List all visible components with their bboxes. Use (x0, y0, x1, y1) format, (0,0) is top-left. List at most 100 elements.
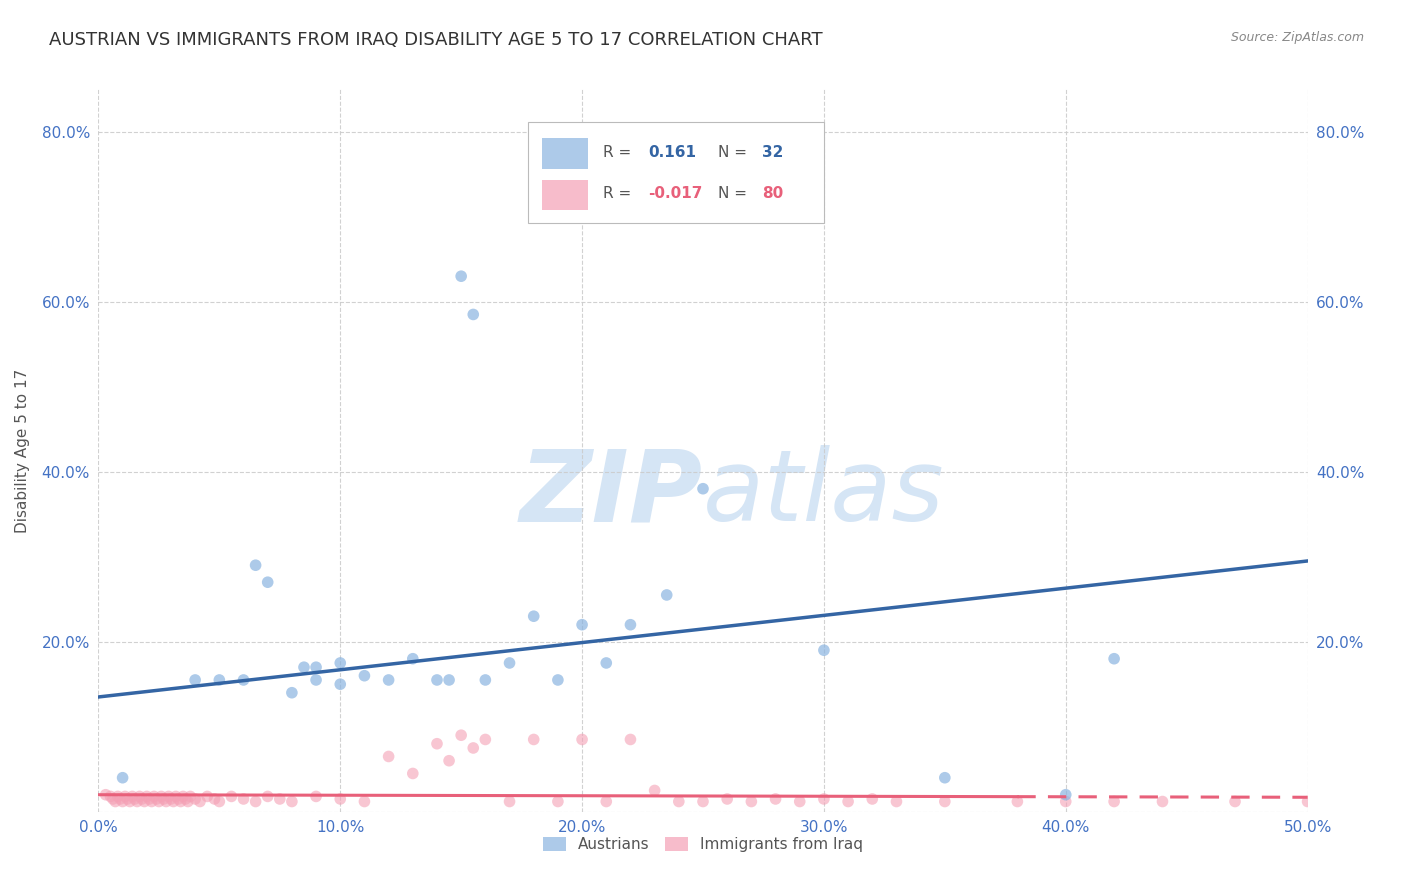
Bar (543, 138, 588, 169)
Point (498, 656, 520, 670)
Point (232, 673, 254, 687)
Point (131, 792, 153, 806)
Point (150, 789, 173, 804)
Point (813, 643, 835, 657)
Point (860, 792, 883, 806)
Point (256, 575, 278, 590)
Point (121, 789, 143, 804)
Point (789, 795, 811, 809)
Point (377, 673, 399, 687)
Text: 32: 32 (762, 145, 783, 161)
Point (208, 795, 231, 809)
Point (450, 728, 472, 742)
Point (886, 795, 908, 809)
Point (402, 651, 425, 665)
Point (94, 788, 117, 802)
Point (837, 795, 859, 809)
Point (571, 732, 593, 747)
Point (204, 792, 226, 806)
Point (619, 732, 641, 747)
Point (245, 558, 267, 573)
Point (1102, 651, 1125, 665)
Point (124, 792, 146, 806)
Point (269, 792, 291, 806)
Point (329, 792, 352, 806)
Point (184, 673, 207, 687)
Point (329, 656, 352, 670)
Point (148, 795, 170, 809)
Point (377, 749, 399, 764)
Point (141, 795, 163, 809)
Text: AUSTRIAN VS IMMIGRANTS FROM IRAQ DISABILITY AGE 5 TO 17 CORRELATION CHART: AUSTRIAN VS IMMIGRANTS FROM IRAQ DISABIL… (49, 31, 823, 49)
Point (179, 789, 201, 804)
Point (145, 792, 167, 806)
Point (619, 617, 641, 632)
Point (402, 766, 425, 780)
Point (104, 795, 127, 809)
Point (143, 789, 166, 804)
Point (474, 673, 496, 687)
Point (188, 795, 211, 809)
Point (426, 673, 449, 687)
Point (716, 792, 738, 806)
Point (117, 792, 139, 806)
Point (111, 795, 134, 809)
Point (934, 795, 956, 809)
Point (281, 795, 304, 809)
Text: 0.161: 0.161 (648, 145, 696, 161)
Point (692, 795, 714, 809)
Point (174, 792, 197, 806)
Point (1007, 795, 1029, 809)
Bar (543, 179, 588, 210)
Point (692, 482, 714, 496)
Point (118, 795, 141, 809)
Point (547, 673, 569, 687)
Point (245, 795, 267, 809)
Point (1054, 788, 1077, 802)
Point (135, 789, 157, 804)
Point (177, 795, 200, 809)
Point (353, 795, 375, 809)
Point (134, 795, 156, 809)
Point (1296, 795, 1319, 809)
Point (305, 789, 328, 804)
Point (281, 686, 304, 700)
Point (1152, 795, 1174, 809)
Point (934, 771, 956, 785)
Text: R =: R = (603, 186, 631, 202)
Point (152, 792, 174, 806)
Point (114, 789, 136, 804)
Text: atlas: atlas (703, 445, 945, 542)
Point (450, 269, 472, 284)
Point (221, 789, 243, 804)
Text: 80: 80 (762, 186, 783, 202)
Point (474, 732, 496, 747)
Point (128, 789, 150, 804)
Point (644, 783, 666, 797)
Point (155, 795, 177, 809)
Text: ZIP: ZIP (520, 445, 703, 542)
Point (305, 660, 328, 674)
Point (353, 669, 375, 683)
Y-axis label: Disability Age 5 to 17: Disability Age 5 to 17 (15, 368, 31, 533)
Point (595, 656, 617, 670)
Text: N =: N = (717, 145, 747, 161)
Point (1223, 795, 1246, 809)
Point (463, 741, 485, 756)
Point (160, 792, 183, 806)
Point (107, 789, 129, 804)
Point (305, 673, 328, 687)
Point (523, 609, 546, 624)
Point (437, 754, 460, 768)
Point (813, 792, 835, 806)
Point (195, 789, 218, 804)
Point (111, 771, 134, 785)
Point (100, 789, 122, 804)
Point (172, 789, 194, 804)
Point (165, 789, 187, 804)
Point (292, 660, 315, 674)
Point (1054, 795, 1077, 809)
Point (138, 792, 160, 806)
Point (655, 588, 678, 602)
Point (571, 617, 593, 632)
